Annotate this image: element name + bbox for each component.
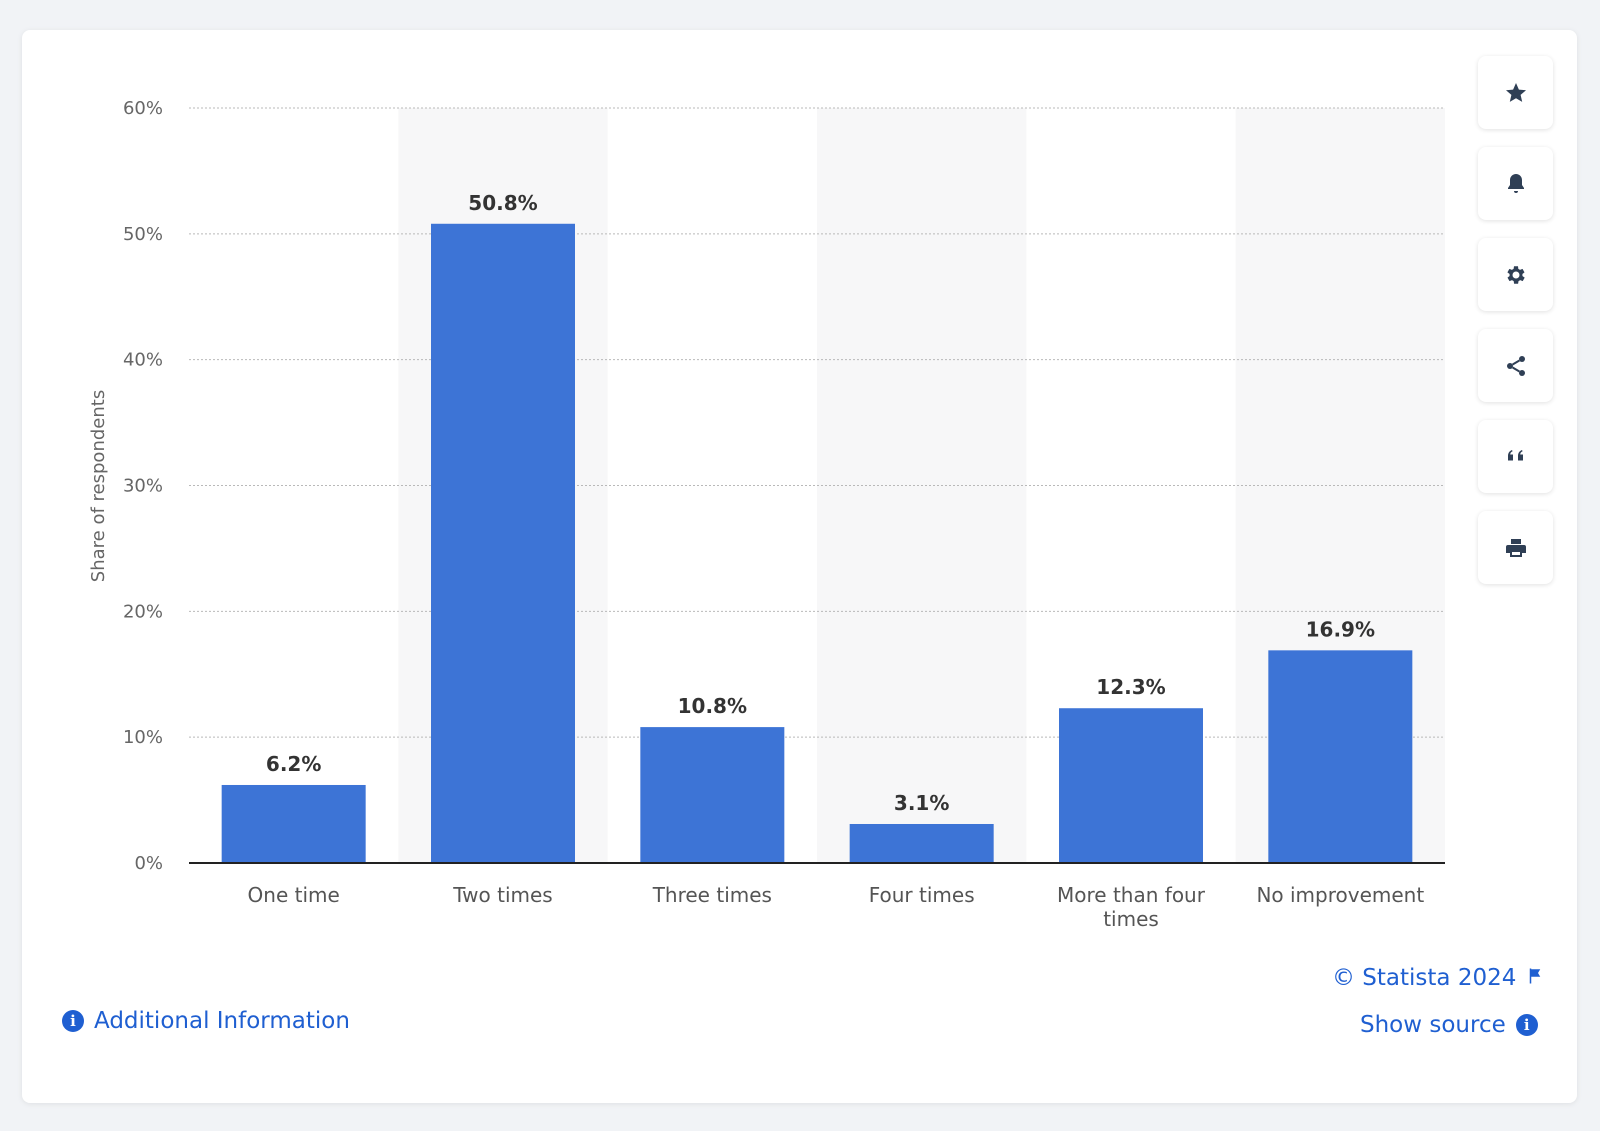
info-icon: i — [1515, 1014, 1538, 1036]
y-tick-label: 10% — [123, 727, 163, 748]
x-tick-label: More than four times — [1057, 883, 1206, 931]
data-label: 3.1% — [894, 791, 949, 815]
y-tick-label: 0% — [134, 853, 163, 874]
quote-icon — [1507, 449, 1523, 460]
copyright-link[interactable]: © Statista 2024 — [1332, 965, 1544, 991]
y-axis-title: Share of respondents — [88, 390, 109, 582]
x-tick-label-line: Four times — [869, 883, 975, 907]
bar — [640, 727, 785, 863]
y-tick-label: 50% — [123, 224, 163, 245]
gear-icon — [1506, 265, 1525, 284]
x-tick-label-line: No improvement — [1256, 883, 1424, 907]
bar — [1059, 708, 1203, 863]
star-icon — [1505, 82, 1526, 102]
y-tick-label: 40% — [123, 350, 163, 371]
copyright-text: © Statista 2024 — [1332, 965, 1517, 991]
data-label: 10.8% — [678, 694, 747, 718]
x-tick-label-line: More than four — [1057, 883, 1206, 907]
flag-icon — [1526, 965, 1544, 991]
y-tick-label: 20% — [123, 601, 163, 622]
print-icon — [1505, 538, 1526, 557]
data-label: 50.8% — [468, 191, 537, 215]
additional-information-link[interactable]: i Additional Information — [62, 1008, 350, 1034]
side-toolbar — [1478, 56, 1553, 602]
settings-button[interactable] — [1478, 238, 1553, 311]
bar — [221, 784, 366, 863]
notification-button[interactable] — [1478, 147, 1553, 220]
x-tick-label-line: One time — [248, 883, 340, 907]
print-button[interactable] — [1478, 511, 1553, 584]
share-icon — [1506, 355, 1525, 376]
share-button[interactable] — [1478, 329, 1553, 402]
show-source-text: Show source — [1360, 1012, 1506, 1038]
data-label: 6.2% — [266, 752, 321, 776]
data-label: 16.9% — [1306, 617, 1375, 641]
x-tick-label: One time — [248, 883, 340, 907]
x-tick-label: No improvement — [1256, 883, 1424, 907]
cite-button[interactable] — [1478, 420, 1553, 493]
bell-icon — [1507, 173, 1524, 193]
bar — [1268, 650, 1413, 863]
show-source-link[interactable]: Show source i — [1360, 1012, 1538, 1038]
info-icon: i — [62, 1010, 84, 1032]
bar — [849, 823, 994, 863]
bar — [431, 223, 575, 863]
x-tick-label: Three times — [652, 883, 772, 907]
y-tick-label: 30% — [123, 476, 163, 497]
x-tick-label-line: Two times — [452, 883, 552, 907]
additional-information-text: Additional Information — [94, 1008, 350, 1034]
y-tick-label: 60% — [123, 98, 163, 119]
data-label: 12.3% — [1096, 675, 1165, 699]
x-tick-label: Four times — [869, 883, 975, 907]
favorite-button[interactable] — [1478, 56, 1553, 129]
x-tick-label-line: Three times — [652, 883, 772, 907]
x-tick-label: Two times — [452, 883, 552, 907]
x-tick-label-line: times — [1103, 907, 1159, 931]
